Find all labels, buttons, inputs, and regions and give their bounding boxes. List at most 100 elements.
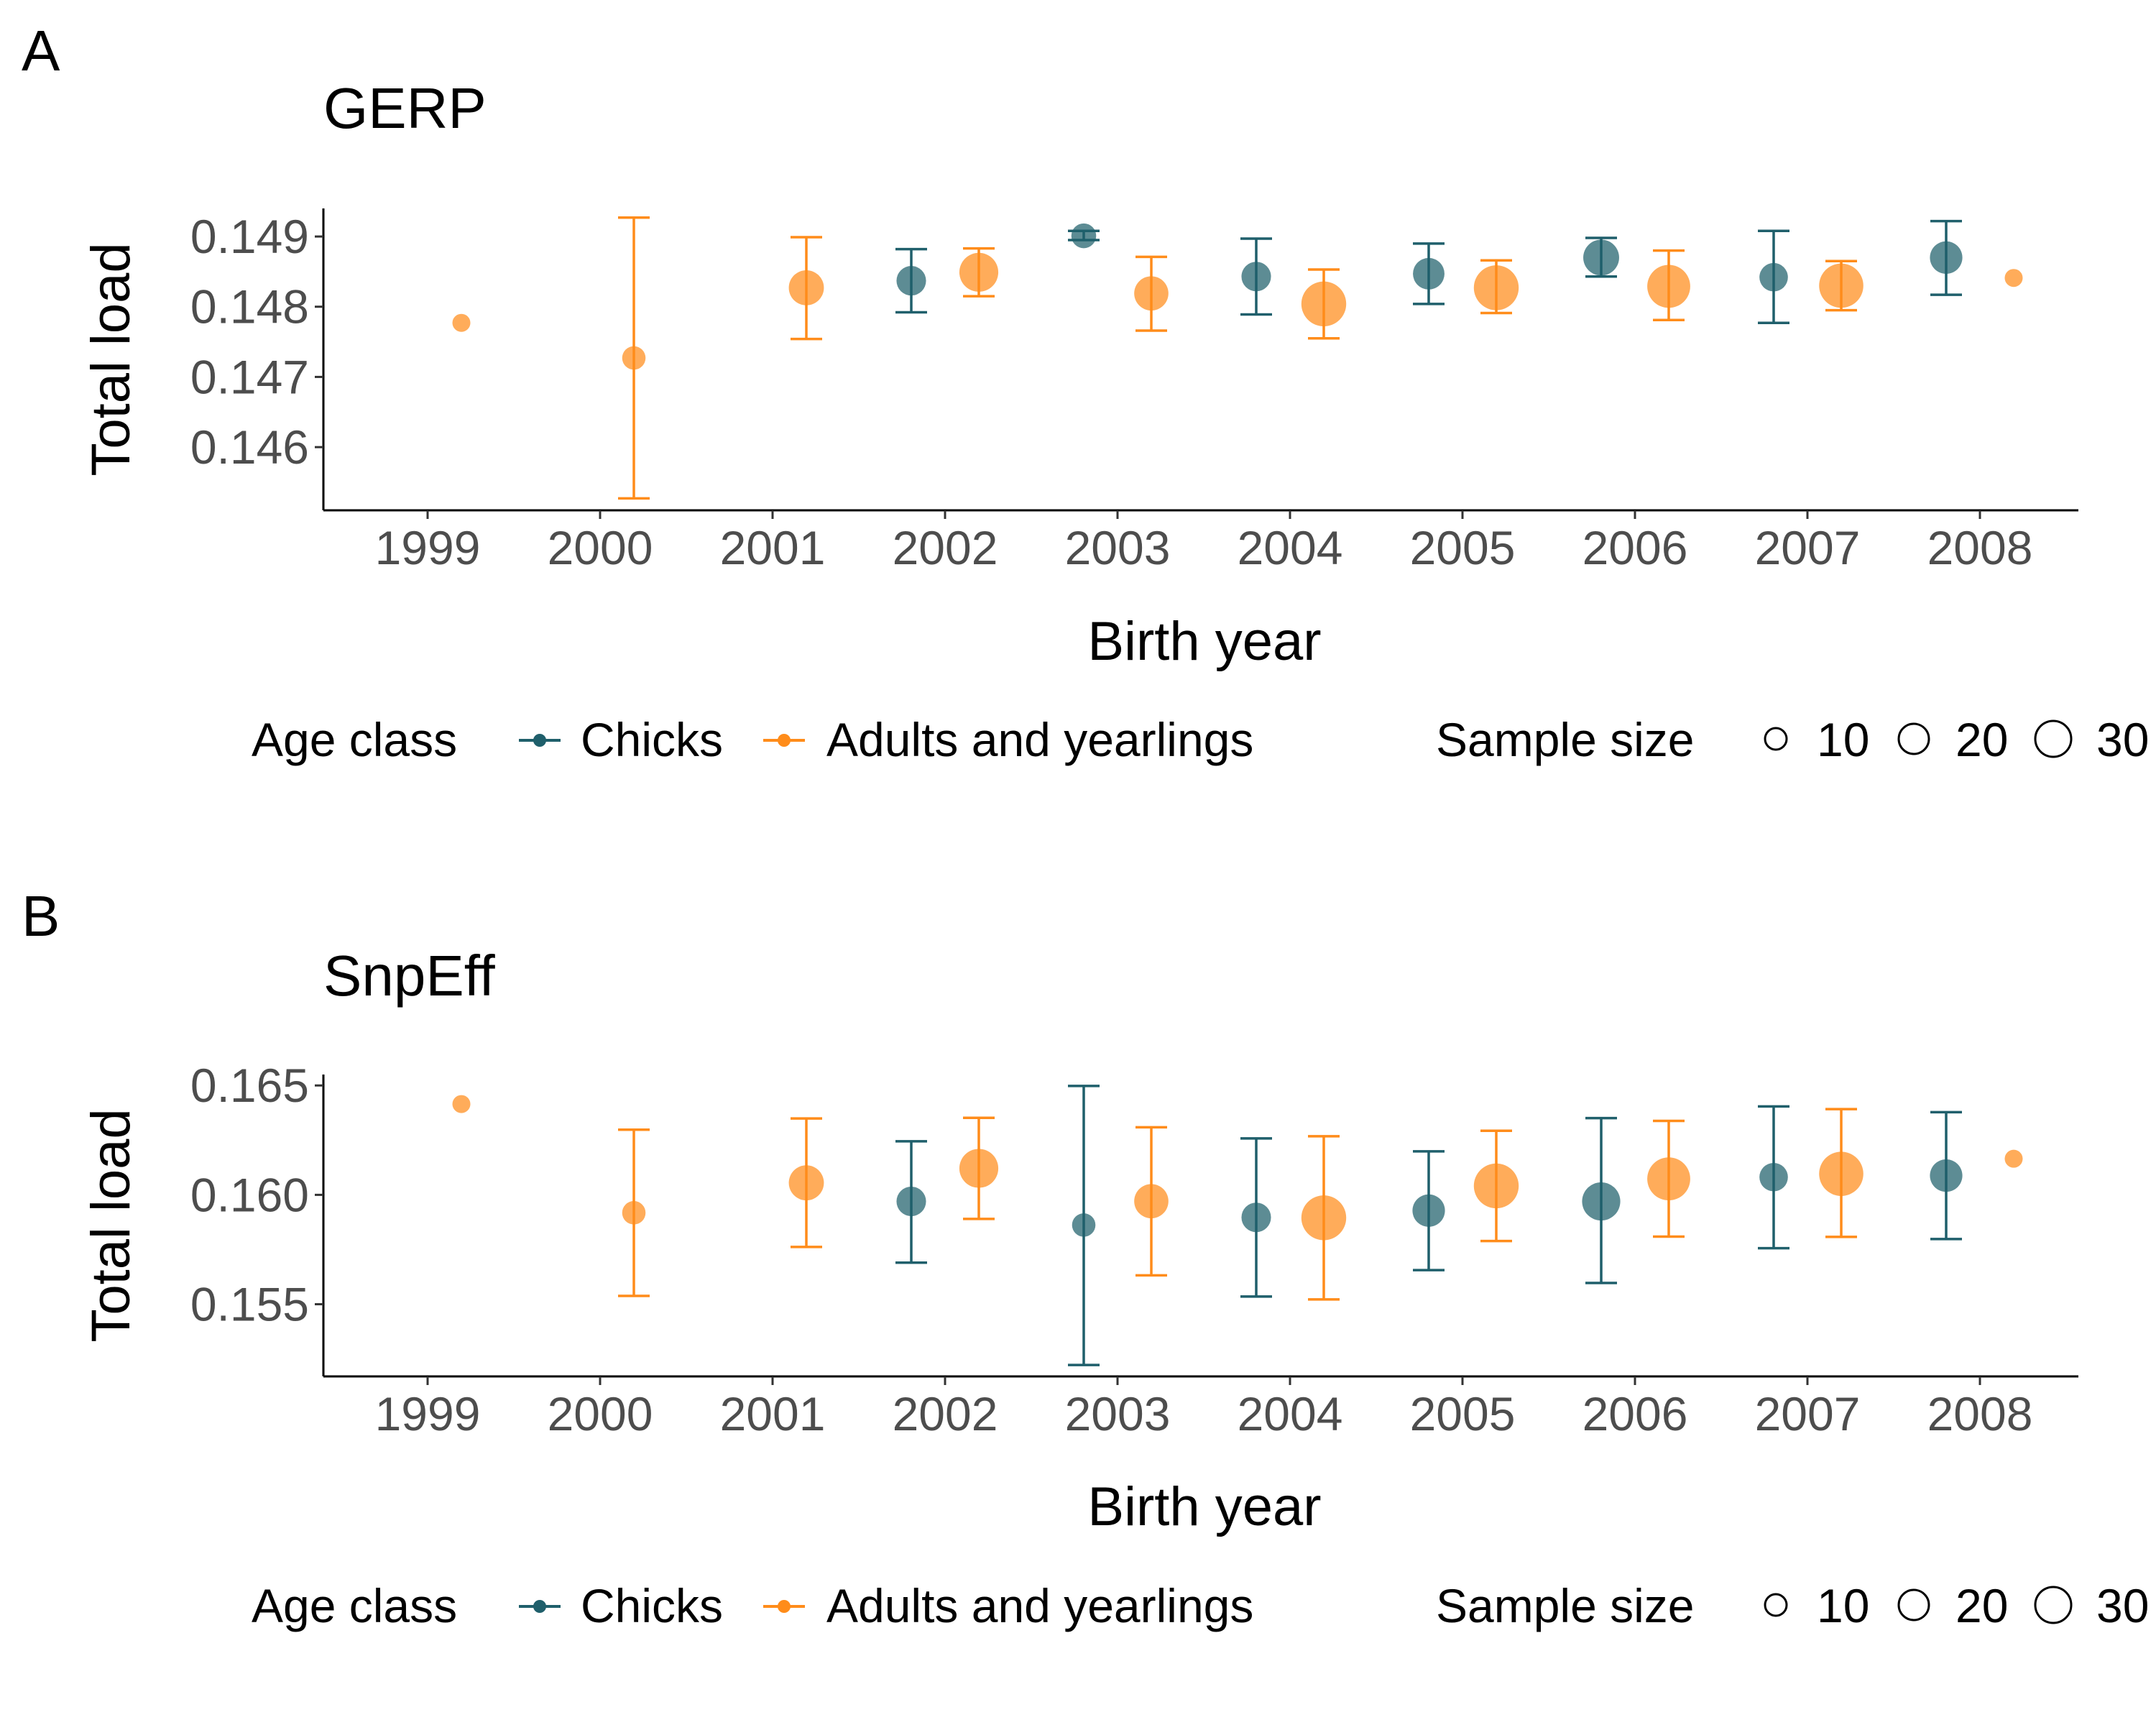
data-point	[1473, 1163, 1519, 1209]
series-chicks	[895, 219, 1963, 324]
x-tick-label: 2008	[1927, 1387, 2033, 1440]
legend-color-title: Age class	[252, 1579, 457, 1632]
data-point	[1582, 1182, 1621, 1221]
data-point	[896, 266, 926, 296]
data-point	[1759, 262, 1788, 292]
data-point	[1759, 1162, 1788, 1192]
x-tick-label: 2005	[1410, 1387, 1516, 1440]
data-point	[452, 313, 471, 332]
legend-size-circle-medium	[1897, 722, 1930, 755]
y-tick-label: 0.165	[190, 1059, 309, 1112]
legend-label-chicks: Chicks	[581, 1579, 723, 1632]
legend-size-circle-medium	[1897, 1588, 1930, 1622]
y-axis-title: Total load	[80, 1108, 142, 1342]
data-point	[788, 270, 824, 305]
data-point	[1413, 257, 1445, 290]
x-tick-label: 2007	[1755, 1387, 1861, 1440]
data-point	[1071, 223, 1097, 249]
legend-key-adults	[763, 1600, 805, 1613]
legend-key-chicks	[519, 734, 561, 747]
x-tick-label: 2004	[1238, 1387, 1343, 1440]
legend-color-title: Age class	[252, 713, 457, 766]
data-point	[1134, 1184, 1169, 1219]
legend-size-label: 20	[1955, 713, 2008, 766]
data-point	[1819, 1151, 1864, 1196]
data-point	[1473, 265, 1519, 310]
legend-size-circle-large	[2034, 1586, 2073, 1624]
x-tick-label: 2000	[548, 521, 653, 574]
data-point	[1301, 281, 1347, 327]
legend-size-circle-large	[2034, 719, 2073, 758]
x-tick-label: 1999	[375, 521, 481, 574]
data-point	[622, 346, 646, 370]
legend: Age class Chicks Adults and yearlings Sa…	[252, 1579, 2149, 1632]
y-tick-label: 0.160	[190, 1168, 309, 1221]
legend-size-label: 20	[1955, 1579, 2008, 1632]
legend-size-title: Sample size	[1436, 713, 1695, 766]
x-tick-label: 2006	[1583, 521, 1688, 574]
series-adults	[452, 1095, 2023, 1301]
legend-point	[778, 1600, 791, 1613]
legend-key-chicks	[519, 1600, 561, 1613]
chart-title: SnpEff	[323, 944, 495, 1008]
x-tick-label: 2001	[720, 1387, 826, 1440]
data-point	[1647, 1157, 1690, 1201]
legend-point	[778, 734, 791, 747]
legend-key-adults	[763, 734, 805, 747]
data-point	[1583, 239, 1619, 276]
panel-label: B	[22, 884, 60, 948]
y-tick-label: 0.147	[190, 350, 309, 403]
data-point	[1241, 1202, 1271, 1233]
x-tick-label: 1999	[375, 1387, 481, 1440]
plot-area: 0.146 0.147 0.148 0.149 1999 2000 2001 2002 2003…	[190, 208, 2078, 574]
x-tick-label: 2003	[1065, 1387, 1171, 1440]
plot-area: 0.155 0.160 0.165 1999 2000 2001 2002 2003 2004 2…	[190, 1059, 2078, 1440]
data-point	[2004, 1149, 2023, 1168]
x-axis-title: Birth year	[1087, 611, 1321, 672]
data-point	[1819, 263, 1864, 308]
x-tick-label: 2006	[1583, 1387, 1688, 1440]
legend-label-chicks: Chicks	[581, 713, 723, 766]
legend-size-title: Sample size	[1436, 1579, 1695, 1632]
chart-title: GERP	[323, 76, 487, 140]
legend-point	[533, 1600, 546, 1613]
data-point	[896, 1186, 926, 1217]
data-point	[1930, 1159, 1963, 1192]
x-tick-label: 2001	[720, 521, 826, 574]
legend-size-label: 30	[2096, 1579, 2149, 1632]
panel-b: B SnpEff Total load 0.155 0.160 0.165 1999 2…	[22, 884, 2149, 1632]
data-point	[959, 252, 999, 292]
x-axis-title: Birth year	[1087, 1476, 1321, 1537]
x-tick-label: 2002	[893, 1387, 998, 1440]
data-point	[452, 1095, 471, 1113]
x-tick-label: 2007	[1755, 521, 1861, 574]
panel-a: A GERP Total load 0.146 0.147 0.148 0.149 19…	[22, 19, 2149, 766]
series-chicks	[895, 1085, 1963, 1366]
data-point	[959, 1149, 999, 1188]
y-tick-label: 0.149	[190, 210, 309, 263]
legend-size-label: 10	[1817, 713, 1869, 766]
x-tick-label: 2008	[1927, 521, 2033, 574]
legend-size-circle-small	[1764, 727, 1788, 751]
data-point	[1134, 276, 1169, 311]
x-tick-label: 2000	[548, 1387, 653, 1440]
y-axis-title: Total load	[80, 242, 142, 476]
data-point	[1072, 1213, 1096, 1237]
data-point	[1301, 1195, 1347, 1241]
x-tick-label: 2002	[893, 521, 998, 574]
legend-size-label: 30	[2096, 713, 2149, 766]
series-adults	[452, 216, 2023, 500]
x-tick-label: 2004	[1238, 521, 1343, 574]
legend-size-label: 10	[1817, 1579, 1869, 1632]
x-tick-label: 2003	[1065, 521, 1171, 574]
data-point	[788, 1165, 824, 1201]
y-tick-label: 0.155	[190, 1278, 309, 1331]
x-tick-label: 2005	[1410, 521, 1516, 574]
legend-label-adults: Adults and yearlings	[826, 1579, 1253, 1632]
data-point	[1930, 241, 1963, 274]
y-tick-label: 0.146	[190, 420, 309, 474]
legend: Age class Chicks Adults and yearlings Sa…	[252, 713, 2149, 766]
data-point	[1647, 264, 1690, 308]
data-point	[2004, 269, 2023, 288]
